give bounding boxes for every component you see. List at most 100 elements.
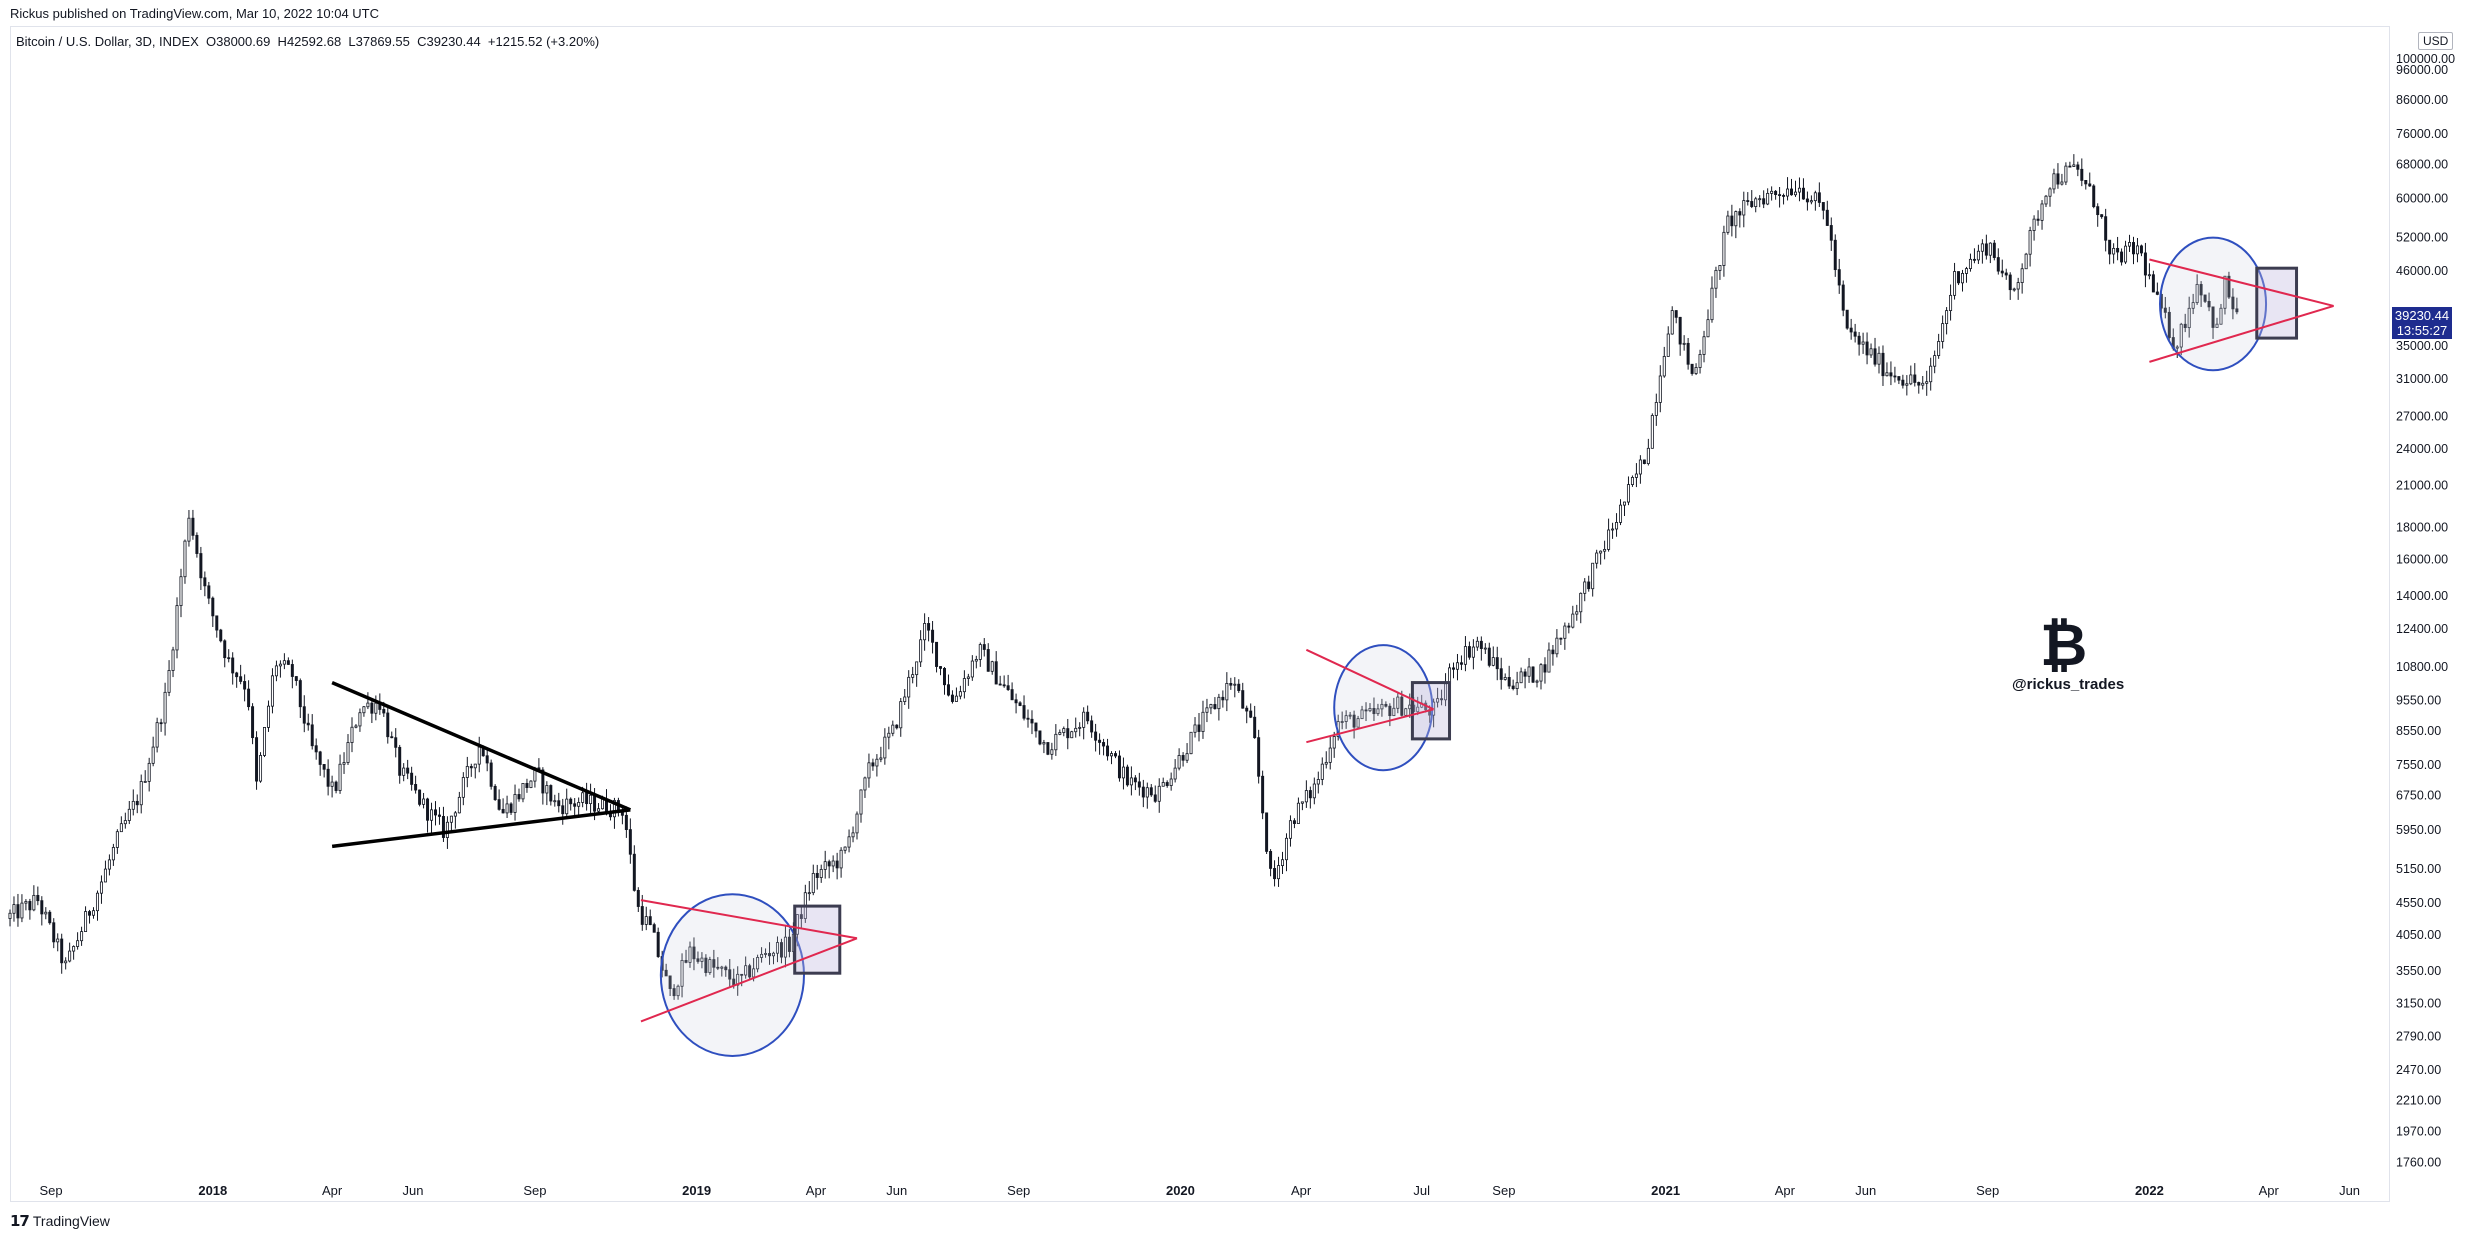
candle: [557, 792, 561, 813]
candle: [1284, 833, 1288, 872]
candle: [1897, 376, 1901, 385]
candle: [80, 926, 84, 946]
candle: [1543, 657, 1547, 684]
candle: [88, 909, 92, 924]
candle: [175, 597, 179, 659]
candle: [573, 798, 577, 817]
candle: [1877, 346, 1881, 374]
candle: [787, 929, 791, 958]
candle-body: [350, 726, 354, 743]
candle: [298, 678, 302, 718]
candle: [1269, 849, 1273, 877]
candle-body: [867, 762, 871, 779]
candle: [712, 949, 716, 978]
candle: [1706, 309, 1710, 338]
candle-body: [680, 960, 684, 987]
candle-body: [1682, 342, 1686, 345]
candle: [1479, 636, 1483, 661]
candle-body: [847, 836, 851, 848]
triangle-lower-line: [640, 937, 858, 1023]
candle: [517, 788, 521, 802]
candle-body: [334, 781, 338, 791]
candle-body: [1595, 552, 1599, 564]
candle-body: [1599, 550, 1603, 554]
candle-body: [2175, 346, 2179, 349]
y-tick-label: 52000.00: [2396, 231, 2448, 245]
candle: [76, 932, 80, 950]
candle-body: [1452, 667, 1455, 670]
candle-body: [20, 902, 24, 919]
candle-body: [1623, 501, 1626, 506]
candle: [986, 643, 990, 672]
candle-body: [1921, 382, 1925, 386]
candle-body: [1841, 284, 1845, 311]
y-tick-label: 86000.00: [2396, 93, 2448, 107]
candle-body: [1933, 355, 1937, 367]
candle: [1972, 248, 1976, 264]
candle: [1296, 797, 1300, 824]
candle: [1953, 262, 1957, 300]
candle: [1229, 677, 1233, 690]
candle-body: [2012, 288, 2016, 291]
candle-body: [1018, 702, 1022, 706]
candle: [939, 666, 943, 676]
candle-body: [664, 969, 668, 977]
candle-body: [1750, 201, 1754, 207]
candle-body: [1316, 779, 1320, 785]
candle: [1571, 605, 1575, 629]
candle: [911, 666, 915, 684]
candle: [1710, 276, 1714, 323]
candle-body: [1690, 363, 1694, 374]
candle-body: [887, 732, 891, 738]
candle-body: [1006, 685, 1010, 690]
candle: [1782, 193, 1786, 205]
candle-body: [191, 517, 195, 536]
candle: [40, 896, 44, 926]
candle: [879, 746, 883, 763]
candle-body: [1455, 662, 1459, 670]
candle: [513, 784, 517, 821]
candle: [1376, 703, 1380, 716]
bar-countdown: 13:55:27: [2396, 323, 2448, 338]
candle-body: [2104, 216, 2108, 241]
candle: [402, 763, 406, 782]
candle: [1833, 234, 1837, 277]
last-price-tag: 39230.44 13:55:27: [2392, 307, 2452, 339]
x-tick-label: Apr: [1775, 1183, 1796, 1198]
candle-body: [2092, 185, 2096, 208]
candle: [1042, 739, 1046, 754]
candle-body: [434, 809, 437, 816]
candle: [1531, 666, 1535, 683]
candle-body: [1086, 711, 1090, 722]
candle: [453, 810, 457, 829]
candle-body: [223, 640, 227, 659]
candle-body: [931, 629, 935, 643]
candle: [2064, 162, 2068, 186]
candle: [1360, 705, 1364, 720]
candle-body: [2116, 247, 2120, 253]
candle: [147, 757, 151, 792]
candle: [1006, 674, 1010, 691]
candle: [863, 776, 867, 798]
candle-body: [1388, 705, 1392, 717]
x-tick-label: Jun: [402, 1183, 423, 1198]
candle-body: [569, 798, 573, 805]
candle: [1515, 671, 1519, 696]
candle-body: [1718, 265, 1722, 271]
candle-body: [1849, 327, 1853, 333]
candle-body: [231, 657, 235, 674]
candles-layer: [8, 154, 2239, 1000]
candle-body: [871, 762, 875, 767]
tradingview-logo[interactable]: 𝟭𝟳 TradingView: [10, 1212, 110, 1230]
candle-body: [203, 577, 207, 587]
candle: [107, 854, 111, 876]
y-tick-label: 27000.00: [2396, 410, 2448, 424]
candle: [410, 766, 414, 791]
currency-badge[interactable]: USD: [2418, 32, 2454, 50]
candle: [1841, 280, 1845, 317]
candle-body: [1941, 323, 1945, 342]
candle-body: [330, 781, 334, 787]
x-tick-label: Sep: [40, 1183, 63, 1198]
candle-body: [1766, 192, 1770, 205]
